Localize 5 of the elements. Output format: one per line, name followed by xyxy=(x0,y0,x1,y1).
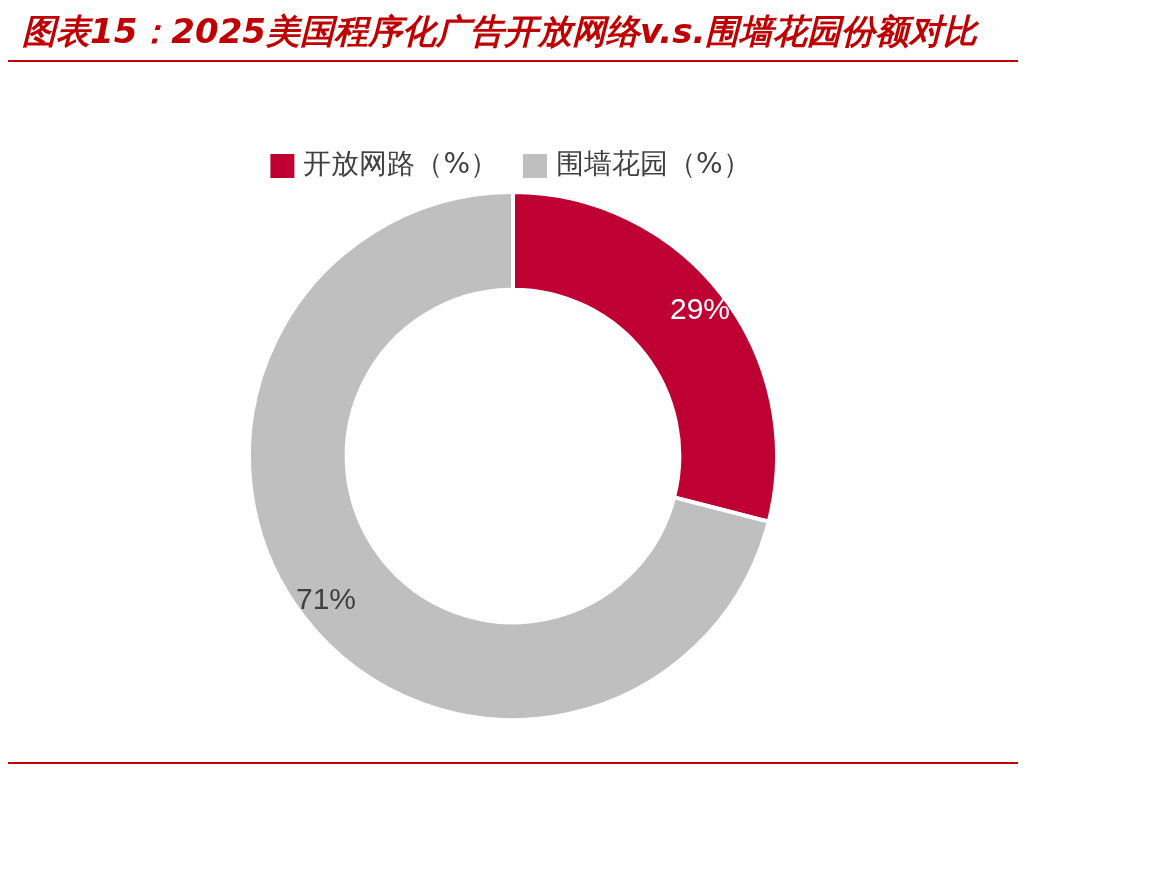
data-label: 71% xyxy=(295,582,357,616)
legend-label: 围墙花园（%） xyxy=(556,147,751,181)
chart-title: 图表15：2025美国程序化广告开放网络v.s.围墙花园份额对比 xyxy=(21,10,980,53)
legend-label: 开放网路（%） xyxy=(303,147,498,181)
data-label: 29% xyxy=(669,292,731,326)
